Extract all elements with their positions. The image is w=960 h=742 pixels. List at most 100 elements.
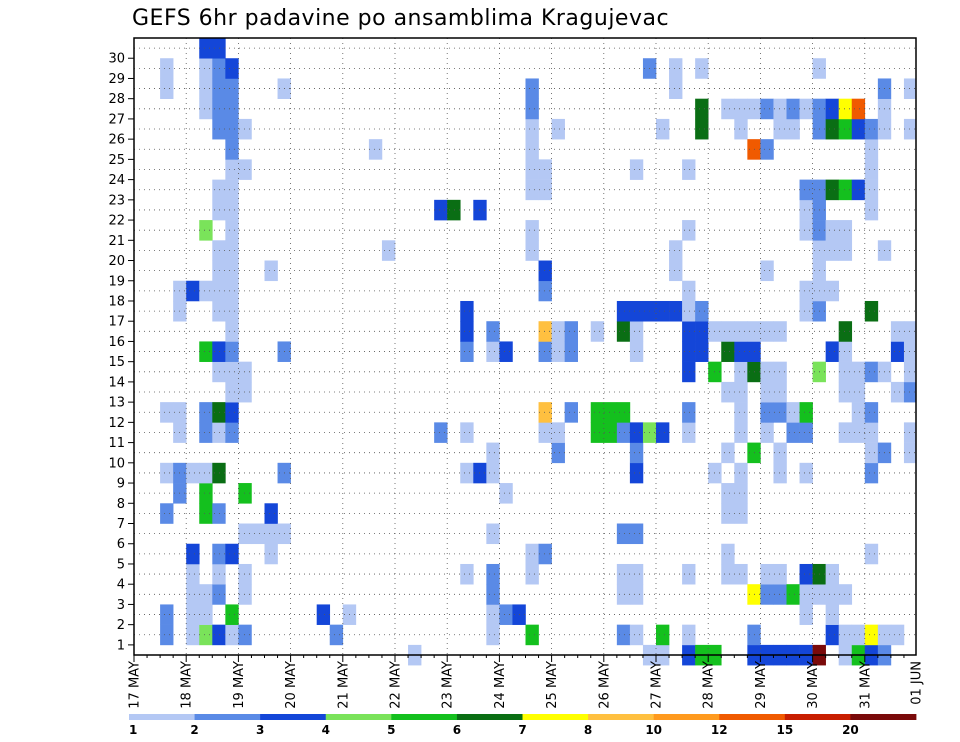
heatmap-cell <box>825 280 839 302</box>
heatmap-cell <box>669 300 683 322</box>
heatmap-cell <box>629 159 644 180</box>
heatmap-cell <box>682 361 696 383</box>
heatmap-cell <box>525 220 539 241</box>
heatmap-cell <box>225 422 239 443</box>
heatmap-cell <box>786 98 800 120</box>
legend-label: 2 <box>190 723 198 737</box>
heatmap-cell <box>199 220 213 241</box>
heatmap-cell <box>721 442 735 464</box>
heatmap-cell <box>564 341 578 362</box>
heatmap-cell <box>225 220 239 241</box>
heatmap-cell <box>682 321 696 342</box>
heatmap-cell <box>760 584 774 605</box>
heatmap-cell <box>864 139 879 160</box>
heatmap-cell <box>838 220 853 241</box>
heatmap-cell <box>682 300 696 322</box>
heatmap-cell <box>773 361 787 383</box>
heatmap-cell <box>225 361 239 383</box>
x-tick-label: 30 MAY <box>806 661 821 709</box>
heatmap-cell <box>538 260 552 282</box>
heatmap-cell <box>721 341 735 362</box>
heatmap-cell <box>864 442 879 464</box>
heatmap-cell <box>903 422 917 443</box>
heatmap-cell <box>864 402 879 423</box>
heatmap-cell <box>903 381 917 403</box>
x-tick-label: 27 MAY <box>650 661 665 709</box>
axes-layer <box>128 37 917 662</box>
heatmap-cell <box>799 563 813 585</box>
heatmap-cell <box>186 280 200 302</box>
heatmap-cell <box>538 543 552 565</box>
x-tick-label: 18 MAY <box>180 661 195 709</box>
heatmap-cell <box>238 563 252 585</box>
heatmap-cell <box>656 118 670 140</box>
heatmap-cell <box>551 442 565 464</box>
heatmap-cell <box>199 604 213 625</box>
heatmap-cell <box>734 98 748 120</box>
heatmap-cell <box>212 240 226 261</box>
heatmap-cell <box>721 98 735 120</box>
y-tick-label: 8 <box>117 497 125 512</box>
heatmap-cell <box>225 139 239 160</box>
heatmap-cell <box>225 260 239 282</box>
heatmap-cell <box>734 321 748 342</box>
heatmap-cell <box>525 98 539 120</box>
heatmap-cell <box>225 624 239 646</box>
heatmap-cell <box>734 422 748 443</box>
heatmap-cell <box>616 402 631 423</box>
heatmap-cell <box>682 341 696 362</box>
heatmap-cell <box>199 38 213 59</box>
heatmap-cell <box>890 341 905 362</box>
heatmap-cell <box>851 422 866 443</box>
legend-swatch <box>260 714 327 720</box>
heatmap-cell <box>616 523 631 545</box>
heatmap-cell <box>773 98 787 120</box>
heatmap-cell <box>903 341 917 362</box>
heatmap-cell <box>773 381 787 403</box>
legend-swatch <box>325 714 392 720</box>
heatmap-cell <box>251 523 265 545</box>
heatmap-cell <box>238 118 252 140</box>
legend-swatch <box>784 714 851 720</box>
heatmap-cell <box>316 604 331 625</box>
heatmap-cell <box>551 341 565 362</box>
heatmap-cell <box>186 584 200 605</box>
heatmap-cell <box>864 159 879 180</box>
heatmap-cell <box>212 179 226 201</box>
heatmap-cell <box>721 381 735 403</box>
heatmap-cell <box>616 321 631 342</box>
heatmap-cell <box>838 321 853 342</box>
heatmap-cell <box>212 402 226 423</box>
heatmap-cell <box>486 523 500 545</box>
heatmap-cell <box>629 584 644 605</box>
heatmap-cell <box>656 624 670 646</box>
heatmap-cell <box>238 624 252 646</box>
heatmap-cell <box>734 381 748 403</box>
y-tick-label: 9 <box>117 477 125 492</box>
heatmap-cell <box>199 584 213 605</box>
heatmap-cell <box>238 361 252 383</box>
heatmap-cell <box>199 483 213 504</box>
heatmap-cell <box>238 483 252 504</box>
heatmap-cell <box>199 402 213 423</box>
heatmap-cell <box>838 381 853 403</box>
heatmap-cell <box>160 402 174 423</box>
heatmap-cell <box>864 422 879 443</box>
heatmap-cell <box>199 78 213 99</box>
heatmap-cell <box>799 220 813 241</box>
legend-swatch <box>850 714 917 720</box>
heatmap-cell <box>682 159 696 180</box>
heatmap-cell <box>525 624 539 646</box>
heatmap-cell <box>212 260 226 282</box>
heatmap-cell <box>381 240 396 261</box>
heatmap-cell <box>734 402 748 423</box>
heatmap-cell <box>460 300 474 322</box>
heatmap-cell <box>669 78 683 99</box>
y-tick-label: 1 <box>117 638 125 653</box>
heatmap-cell <box>486 321 500 342</box>
heatmap-cell <box>238 584 252 605</box>
heatmap-cell <box>903 361 917 383</box>
heatmap-cell <box>825 604 839 625</box>
heatmap-cell <box>186 462 200 484</box>
heatmap-cell <box>199 58 213 79</box>
